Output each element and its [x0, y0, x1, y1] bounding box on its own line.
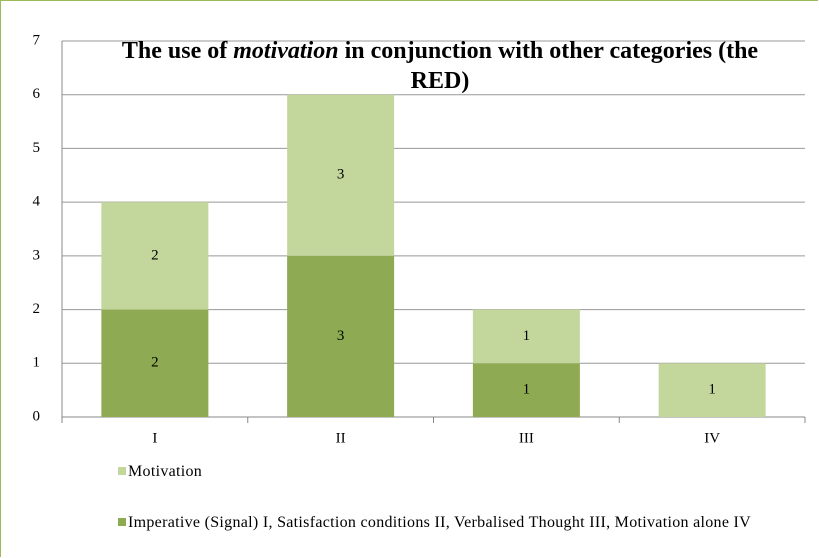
bar-segment	[101, 202, 209, 310]
x-tick-label: I	[152, 430, 157, 446]
data-label: 1	[523, 382, 531, 398]
y-tick-label: 3	[33, 247, 41, 263]
legend-entry: Imperative (Signal) I, Satisfaction cond…	[118, 513, 758, 533]
data-label: 3	[337, 167, 345, 183]
data-label: 2	[151, 355, 159, 371]
bar-segment	[287, 94, 395, 256]
legend-entry: Motivation	[118, 462, 758, 482]
x-tick-label: III	[519, 430, 534, 446]
chart-title: The use of motivation in conjunction wit…	[95, 36, 785, 96]
bar-segment	[472, 363, 580, 417]
data-label: 2	[151, 247, 159, 263]
y-tick-label: 4	[33, 194, 41, 210]
data-label: 1	[523, 328, 531, 344]
x-tick-label: IV	[704, 430, 720, 446]
y-tick-label: 2	[33, 301, 41, 317]
data-label: 3	[337, 328, 345, 344]
bar-segment	[472, 309, 580, 364]
title-part: The use of	[121, 38, 228, 64]
legend-label: Imperative (Signal) I, Satisfaction cond…	[128, 514, 752, 531]
title-part: in conjunction with other categories (th…	[344, 38, 759, 94]
y-tick-label: 1	[33, 355, 41, 371]
legend-label: Motivation	[128, 463, 203, 480]
y-tick-label: 6	[33, 86, 41, 102]
legend-swatch	[118, 467, 126, 475]
x-tick-label: II	[336, 430, 346, 446]
bar-segment	[658, 363, 766, 417]
bar-segment	[101, 309, 209, 417]
y-tick-label: 7	[33, 32, 41, 48]
data-label: 1	[708, 382, 716, 398]
bar-segment	[287, 255, 395, 417]
y-tick-label: 5	[33, 140, 41, 156]
legend-swatch	[118, 518, 126, 526]
y-tick-label: 0	[33, 408, 41, 424]
title-part: motivation	[233, 38, 339, 64]
